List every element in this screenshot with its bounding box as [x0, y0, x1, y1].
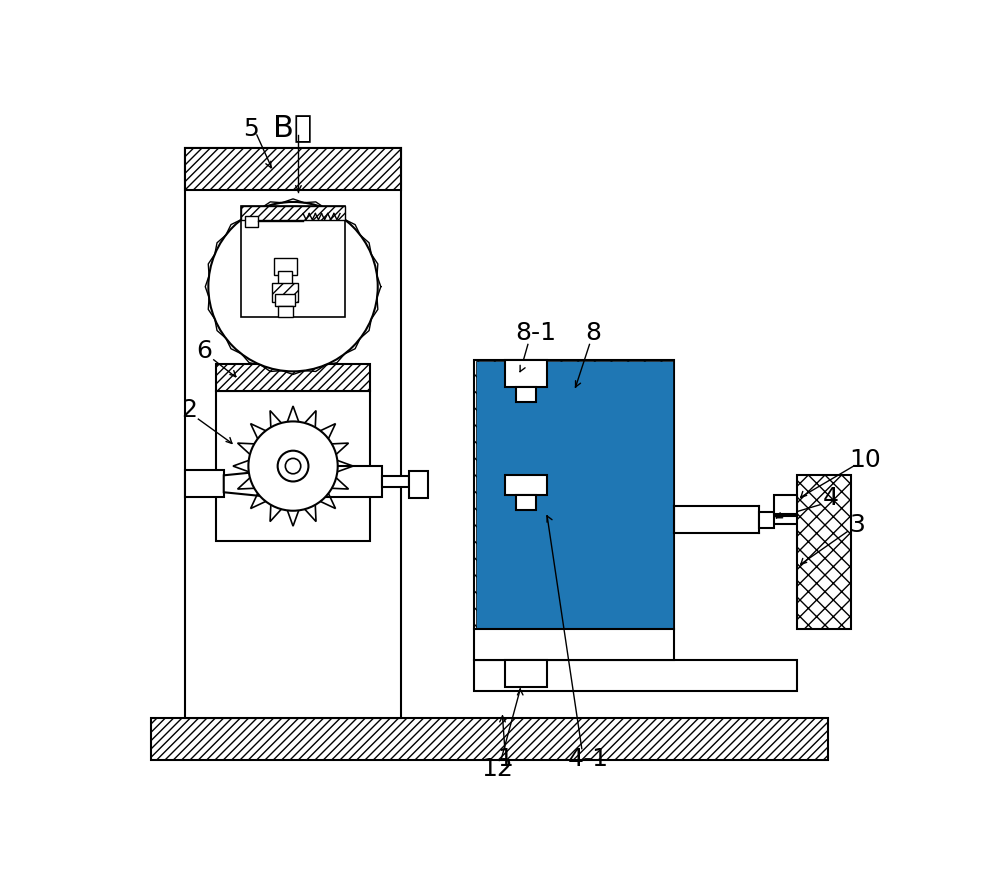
Bar [476, 361, 673, 628]
Text: 6: 6 [196, 338, 212, 363]
Bar [151, 718, 828, 760]
Text: 5: 5 [243, 117, 259, 141]
Bar [245, 216, 258, 226]
Bar [505, 476, 547, 494]
Bar [759, 512, 774, 528]
Bar [797, 476, 851, 629]
Bar [270, 466, 382, 497]
Text: 3: 3 [850, 514, 865, 537]
Bar [185, 148, 401, 190]
Bar [278, 271, 292, 294]
Text: 4: 4 [823, 486, 839, 510]
Circle shape [208, 202, 378, 372]
Text: 8-1: 8-1 [515, 321, 556, 344]
Bar [241, 206, 345, 317]
Polygon shape [224, 470, 270, 497]
Bar [409, 470, 428, 499]
Bar [216, 364, 370, 390]
Bar [272, 283, 298, 302]
Text: 2: 2 [181, 398, 197, 422]
Bar [241, 206, 345, 219]
Bar [505, 359, 547, 387]
Bar [185, 148, 401, 718]
Bar [275, 294, 295, 306]
Bar [382, 476, 409, 487]
Bar [274, 258, 297, 275]
Bar [474, 660, 797, 691]
Text: B部: B部 [273, 113, 313, 142]
Text: 12: 12 [481, 758, 513, 781]
Bar [185, 470, 224, 497]
Bar [516, 387, 536, 402]
Bar [474, 629, 674, 660]
Text: 4-1: 4-1 [567, 747, 608, 771]
Bar [516, 494, 536, 510]
Bar [505, 660, 547, 687]
Bar [774, 494, 797, 514]
Circle shape [248, 421, 338, 511]
Text: 8: 8 [585, 321, 601, 344]
Bar [474, 359, 674, 629]
Text: 10: 10 [849, 448, 881, 472]
Bar [216, 390, 370, 541]
Circle shape [285, 458, 301, 474]
Text: 1: 1 [497, 747, 513, 771]
Bar [278, 306, 293, 317]
Circle shape [278, 451, 308, 482]
